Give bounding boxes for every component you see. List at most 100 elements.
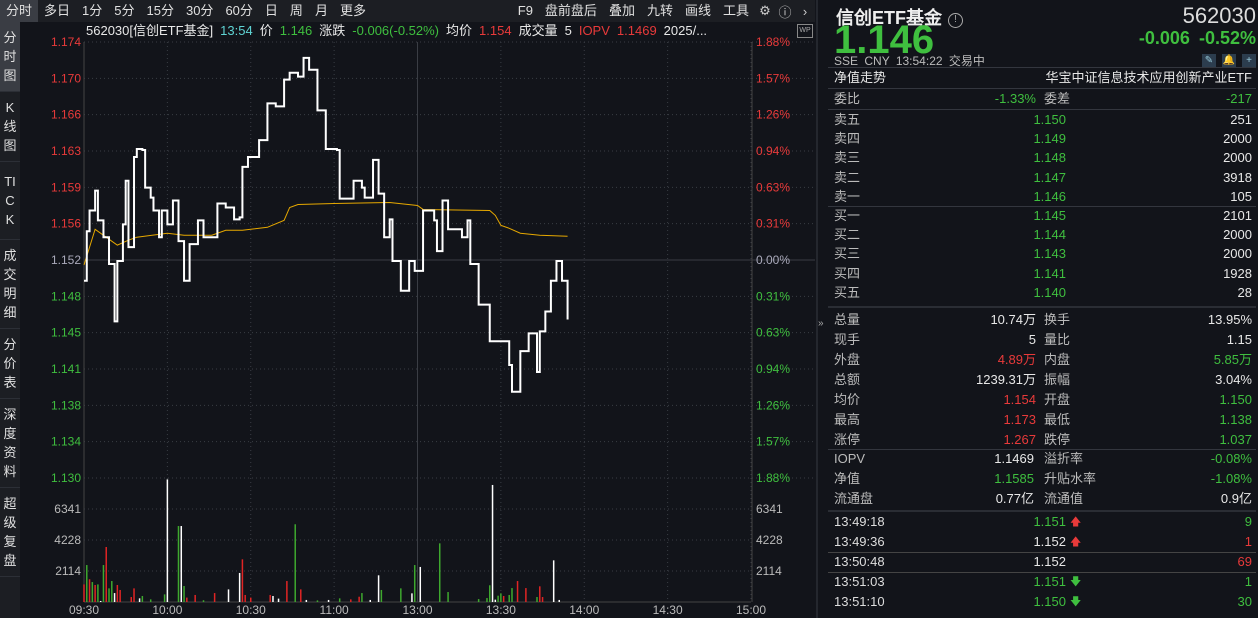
fund-value: 0.9亿 (1220, 491, 1252, 506)
ask-row[interactable]: 卖二 1.147 3918 (828, 168, 1256, 188)
volume-tick-label: 4228 (756, 533, 783, 547)
tab-month[interactable]: 月 (314, 3, 328, 18)
chevron-right-icon[interactable]: › (802, 3, 808, 19)
volume-bar (272, 595, 274, 602)
tab-15min[interactable]: 15分 (146, 3, 174, 18)
tab-5min[interactable]: 5分 (114, 3, 135, 18)
price-tick-label: 1.159 (51, 180, 81, 194)
price-tick-label: 1.170 (51, 71, 81, 85)
bid-row[interactable]: 买一 1.145 2101 (828, 206, 1256, 226)
ask-price: 1.147 (1033, 169, 1066, 185)
pct-tick-label: 0.94% (756, 362, 790, 376)
trade-time: 13:50:48 (834, 554, 885, 569)
time-tick-label: 10:30 (236, 603, 266, 617)
ask-row[interactable]: 卖三 1.148 2000 (828, 148, 1256, 168)
fund-value: -0.08% (1210, 451, 1252, 466)
volume-tick-label: 6341 (756, 502, 783, 516)
sidebar-item-super-review[interactable]: 超级复盘 (0, 488, 20, 577)
sidebar-item-kline[interactable]: K线图 (0, 92, 20, 162)
fund-label: 溢折率 (1044, 451, 1084, 466)
stat-label: 内盘 (1044, 352, 1071, 367)
price-value: 1.146 (279, 23, 313, 38)
bell-icon[interactable]: 🔔 (1222, 54, 1236, 67)
tab-day[interactable]: 日 (264, 3, 278, 18)
pct-tick-label: 1.57% (756, 71, 790, 85)
overlay-button[interactable]: 叠加 (608, 3, 635, 18)
bid-row[interactable]: 买二 1.144 2000 (828, 225, 1256, 245)
bid-volume: 1928 (1223, 265, 1252, 281)
value: -1.33% (994, 91, 1036, 106)
volume-bar (113, 593, 116, 602)
f9-button[interactable]: F9 (517, 3, 533, 18)
volume-bar (516, 581, 519, 602)
nav-trend-link[interactable]: 净值走势 (834, 70, 887, 85)
bid-row[interactable]: 买三 1.143 2000 (828, 244, 1256, 264)
volume-bar (141, 595, 144, 602)
volume-bar (494, 599, 497, 602)
volume-bar (539, 586, 541, 602)
tools-button[interactable]: 工具 (722, 3, 749, 18)
volume-bar (83, 584, 85, 602)
wp-icon[interactable]: WP (797, 24, 813, 38)
sidebar-item-depth-info[interactable]: 深度资料 (0, 399, 20, 488)
volume-bar (241, 559, 244, 602)
ask-row[interactable]: 卖五 1.150 251 (828, 110, 1256, 130)
panel-divider[interactable] (816, 0, 818, 618)
stat-row: 均价 1.154 开盘 1.150 (828, 390, 1256, 410)
fund-value: -1.08% (1210, 471, 1252, 486)
volume-bar (502, 595, 505, 602)
volume-bar (300, 589, 302, 602)
volume-bar (491, 484, 494, 602)
volume-bar (541, 597, 544, 602)
bid-row[interactable]: 买四 1.141 1928 (828, 264, 1256, 284)
tab-multi-day[interactable]: 多日 (44, 3, 71, 18)
pre-post-market-button[interactable]: 盘前盘后 (544, 3, 597, 18)
stat-row: 现手 5 量比 1.15 (828, 330, 1256, 350)
volume-bar (186, 597, 188, 602)
date-value: 2025/... (663, 23, 708, 38)
help-icon[interactable]: ⓘ (778, 4, 792, 20)
sidebar-item-tick[interactable]: TICK (0, 162, 20, 240)
tab-1min[interactable]: 1分 (82, 3, 103, 18)
exchange: SSE (834, 54, 859, 68)
tab-week[interactable]: 周 (289, 3, 303, 18)
sidebar-item-intraday[interactable]: 分时图 (0, 22, 20, 92)
tab-60min[interactable]: 60分 (225, 3, 253, 18)
view-sidebar: 分时图 K线图 TICK 成交明细 分价表 深度资料 超级复盘 (0, 22, 20, 618)
volume-bar (133, 588, 135, 602)
tab-intraday[interactable]: 分时 (0, 0, 39, 22)
bid-row[interactable]: 买五 1.140 28 (828, 283, 1256, 303)
plus-icon[interactable]: + (1242, 54, 1256, 67)
trade-price: 1.151 (1033, 574, 1066, 589)
volume-bar (149, 599, 152, 602)
volume-bar (511, 588, 513, 602)
sidebar-item-trade-detail[interactable]: 成交明细 (0, 240, 20, 329)
ask-row[interactable]: 卖四 1.149 2000 (828, 129, 1256, 149)
volume-bar (500, 593, 502, 602)
stat-value: 1.173 (1003, 412, 1036, 427)
stat-label: 现手 (834, 332, 861, 347)
sidebar-item-price-table[interactable]: 分价表 (0, 329, 20, 399)
intraday-chart[interactable]: 1.174 1.88% 1.170 1.57% 1.166 1.26% 1.163 0.94%… (0, 0, 816, 618)
ask-volume: 251 (1230, 112, 1252, 127)
tab-30min[interactable]: 30分 (185, 3, 214, 18)
tab-more[interactable]: 更多 (339, 3, 366, 18)
trade-volume: 1 (1244, 534, 1252, 549)
avg-label: 均价 (446, 23, 473, 38)
nine-turn-button[interactable]: 九转 (646, 3, 673, 18)
collapse-icon[interactable]: » (818, 318, 824, 329)
price-tick-label: 1.145 (51, 326, 81, 340)
change-label: 涨跌 (319, 23, 346, 38)
bid-volume: 28 (1237, 284, 1252, 300)
volume-bar (536, 597, 538, 602)
pencil-icon[interactable]: ✎ (1202, 54, 1216, 67)
pct-tick-label: 0.31% (756, 289, 790, 303)
volume-bar (166, 479, 169, 602)
info-icon[interactable]: ! (948, 13, 963, 28)
ask-row[interactable]: 卖一 1.146 105 (828, 187, 1256, 207)
volume-bar (413, 565, 416, 602)
draw-line-button[interactable]: 画线 (684, 3, 711, 18)
gear-icon[interactable]: ⚙ (759, 3, 771, 18)
arrow-down-icon: 🡇 (1070, 576, 1082, 588)
price-tick-label: 1.156 (51, 217, 81, 231)
